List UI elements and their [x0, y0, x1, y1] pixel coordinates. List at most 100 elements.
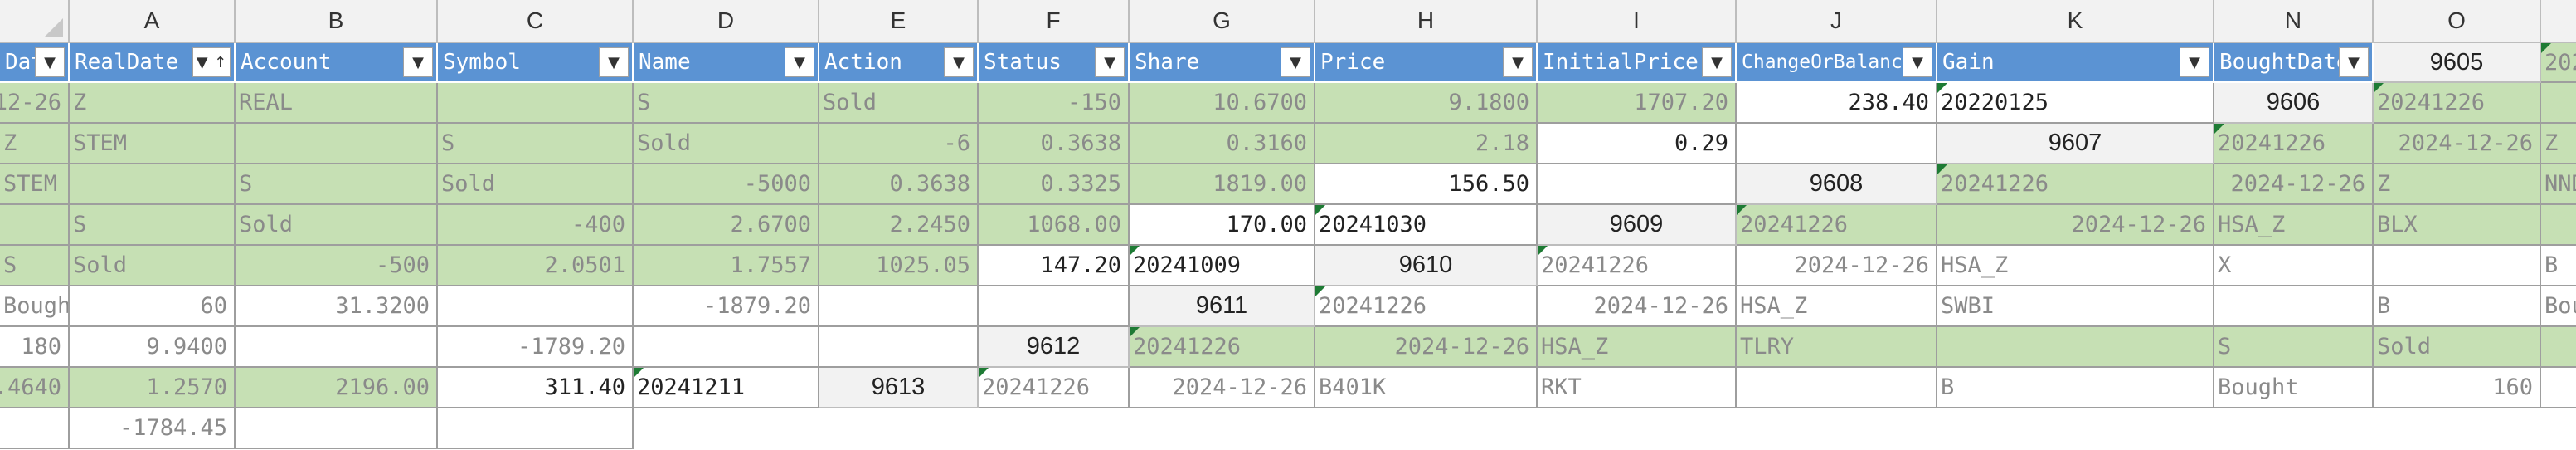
cell-n9606[interactable]: 0.29 [1538, 124, 1737, 164]
cell-n9613[interactable] [236, 408, 438, 449]
cell-j9609[interactable]: 1.7557 [634, 246, 819, 286]
cell-o9605[interactable]: 20220125 [1937, 83, 2214, 124]
cell-n9611[interactable] [634, 327, 819, 368]
cell-f9606[interactable]: S [438, 124, 634, 164]
cell-b9608[interactable]: 2024-12-26 [2214, 164, 2374, 205]
cell-n9610[interactable] [819, 286, 979, 327]
cell-a9611[interactable]: 20241226 [1315, 286, 1538, 327]
cell-a9608[interactable]: 20241226 [1937, 164, 2214, 205]
cell-o9612[interactable]: 20241211 [634, 368, 819, 408]
cell-o9606[interactable] [1737, 124, 1937, 164]
cell-e9606[interactable] [236, 124, 438, 164]
filter-button[interactable]: ▼ [599, 47, 629, 77]
cell-o9613[interactable] [438, 408, 634, 449]
row-header-9612[interactable]: 9612 [979, 327, 1130, 368]
cell-c9609[interactable]: HSA_Z [2214, 205, 2374, 246]
cell-n9612[interactable]: 311.40 [438, 368, 634, 408]
cell-f9608[interactable]: S [70, 205, 236, 246]
cell-f9611[interactable]: B [2374, 286, 2541, 327]
cell-e9609[interactable] [2541, 205, 2576, 246]
cell-f9610[interactable]: B [2541, 246, 2576, 286]
row-header-9613[interactable]: 9613 [819, 368, 979, 408]
cell-h9610[interactable]: 60 [70, 286, 236, 327]
cell-b9611[interactable]: 2024-12-26 [1538, 286, 1737, 327]
cell-h9605[interactable]: -150 [979, 83, 1130, 124]
cell-d9608[interactable]: NNDM [2541, 164, 2576, 205]
cell-k9607[interactable]: 1819.00 [1130, 164, 1315, 205]
cell-f9607[interactable]: S [236, 164, 438, 205]
cell-c9612[interactable]: HSA_Z [1538, 327, 1737, 368]
cell-d9611[interactable]: SWBI [1937, 286, 2214, 327]
column-header-n[interactable]: N [2214, 0, 2374, 43]
cell-d9610[interactable]: X [2214, 246, 2374, 286]
cell-c9607[interactable]: Z [2541, 124, 2576, 164]
cell-c9613[interactable]: B401K [1315, 368, 1538, 408]
cell-c9611[interactable]: HSA_Z [1737, 286, 1937, 327]
cell-h9606[interactable]: -6 [819, 124, 979, 164]
cell-o9607[interactable] [1538, 164, 1737, 205]
column-header-e[interactable]: E [819, 0, 979, 43]
column-header-k[interactable]: K [1937, 0, 2214, 43]
cell-d9605[interactable]: REAL [236, 83, 438, 124]
cell-a9612[interactable]: 20241226 [1130, 327, 1315, 368]
cell-h9613[interactable]: 160 [2374, 368, 2541, 408]
filter-button[interactable]: ▼ [35, 47, 65, 77]
select-all-corner[interactable] [0, 0, 70, 43]
cell-b9605[interactable]: 2024-12-26 [0, 83, 70, 124]
cell-e9612[interactable] [1937, 327, 2214, 368]
column-header-h[interactable]: H [1315, 0, 1538, 43]
cell-b9606[interactable]: 2024-12-26 [2541, 83, 2576, 124]
cell-c9610[interactable]: HSA_Z [1937, 246, 2214, 286]
cell-g9605[interactable]: Sold [819, 83, 979, 124]
cell-o9608[interactable]: 20241030 [1315, 205, 1538, 246]
cell-b9613[interactable]: 2024-12-26 [1130, 368, 1315, 408]
cell-k9613[interactable]: -1784.45 [70, 408, 236, 449]
cell-h9612[interactable]: -1500 [2541, 327, 2576, 368]
cell-e9607[interactable] [70, 164, 236, 205]
cell-j9606[interactable]: 0.3160 [1130, 124, 1315, 164]
cell-g9609[interactable]: Sold [70, 246, 236, 286]
cell-j9610[interactable] [438, 286, 634, 327]
cell-j9608[interactable]: 2.2450 [819, 205, 979, 246]
cell-g9610[interactable]: Bought [0, 286, 70, 327]
row-header-9605[interactable]: 9605 [2374, 43, 2541, 83]
cell-c9605[interactable]: Z [70, 83, 236, 124]
cell-i9606[interactable]: 0.3638 [979, 124, 1130, 164]
cell-k9608[interactable]: 1068.00 [979, 205, 1130, 246]
cell-g9608[interactable]: Sold [236, 205, 438, 246]
column-header-o[interactable]: O [2374, 0, 2541, 43]
row-header-9609[interactable]: 9609 [1538, 205, 1737, 246]
cell-g9606[interactable]: Sold [634, 124, 819, 164]
filter-button[interactable]: ▼ [403, 47, 433, 77]
cell-o9610[interactable] [979, 286, 1130, 327]
cell-f9609[interactable]: S [0, 246, 70, 286]
column-header-f[interactable]: F [979, 0, 1130, 43]
cell-d9609[interactable]: BLX [2374, 205, 2541, 246]
cell-k9605[interactable]: 1707.20 [1538, 83, 1737, 124]
column-header-b[interactable]: B [236, 0, 438, 43]
cell-a9609[interactable]: 20241226 [1737, 205, 1937, 246]
cell-j9605[interactable]: 9.1800 [1315, 83, 1538, 124]
cell-b9607[interactable]: 2024-12-26 [2374, 124, 2541, 164]
row-header-9607[interactable]: 9607 [1937, 124, 2214, 164]
cell-k9611[interactable]: -1789.20 [438, 327, 634, 368]
cell-j9611[interactable] [236, 327, 438, 368]
row-header-9606[interactable]: 9606 [2214, 83, 2374, 124]
cell-h9607[interactable]: -5000 [634, 164, 819, 205]
column-header-a[interactable]: A [70, 0, 236, 43]
filter-button[interactable]: ▼ [1095, 47, 1125, 77]
row-header-9608[interactable]: 9608 [1737, 164, 1937, 205]
cell-i9612[interactable]: 1.4640 [0, 368, 70, 408]
column-header-j[interactable]: J [1737, 0, 1937, 43]
cell-a9613[interactable]: 20241226 [979, 368, 1130, 408]
cell-k9610[interactable]: -1879.20 [634, 286, 819, 327]
cell-k9609[interactable]: 1025.05 [819, 246, 979, 286]
cell-a9606[interactable]: 20241226 [2374, 83, 2541, 124]
filter-button[interactable]: ▼ [1702, 47, 1732, 77]
cell-i9608[interactable]: 2.6700 [634, 205, 819, 246]
cell-f9605[interactable]: S [634, 83, 819, 124]
cell-b9610[interactable]: 2024-12-26 [1737, 246, 1937, 286]
filter-button[interactable]: ▼ [2339, 47, 2369, 77]
cell-i9610[interactable]: 31.3200 [236, 286, 438, 327]
filter-button[interactable]: ▼ [944, 47, 974, 77]
